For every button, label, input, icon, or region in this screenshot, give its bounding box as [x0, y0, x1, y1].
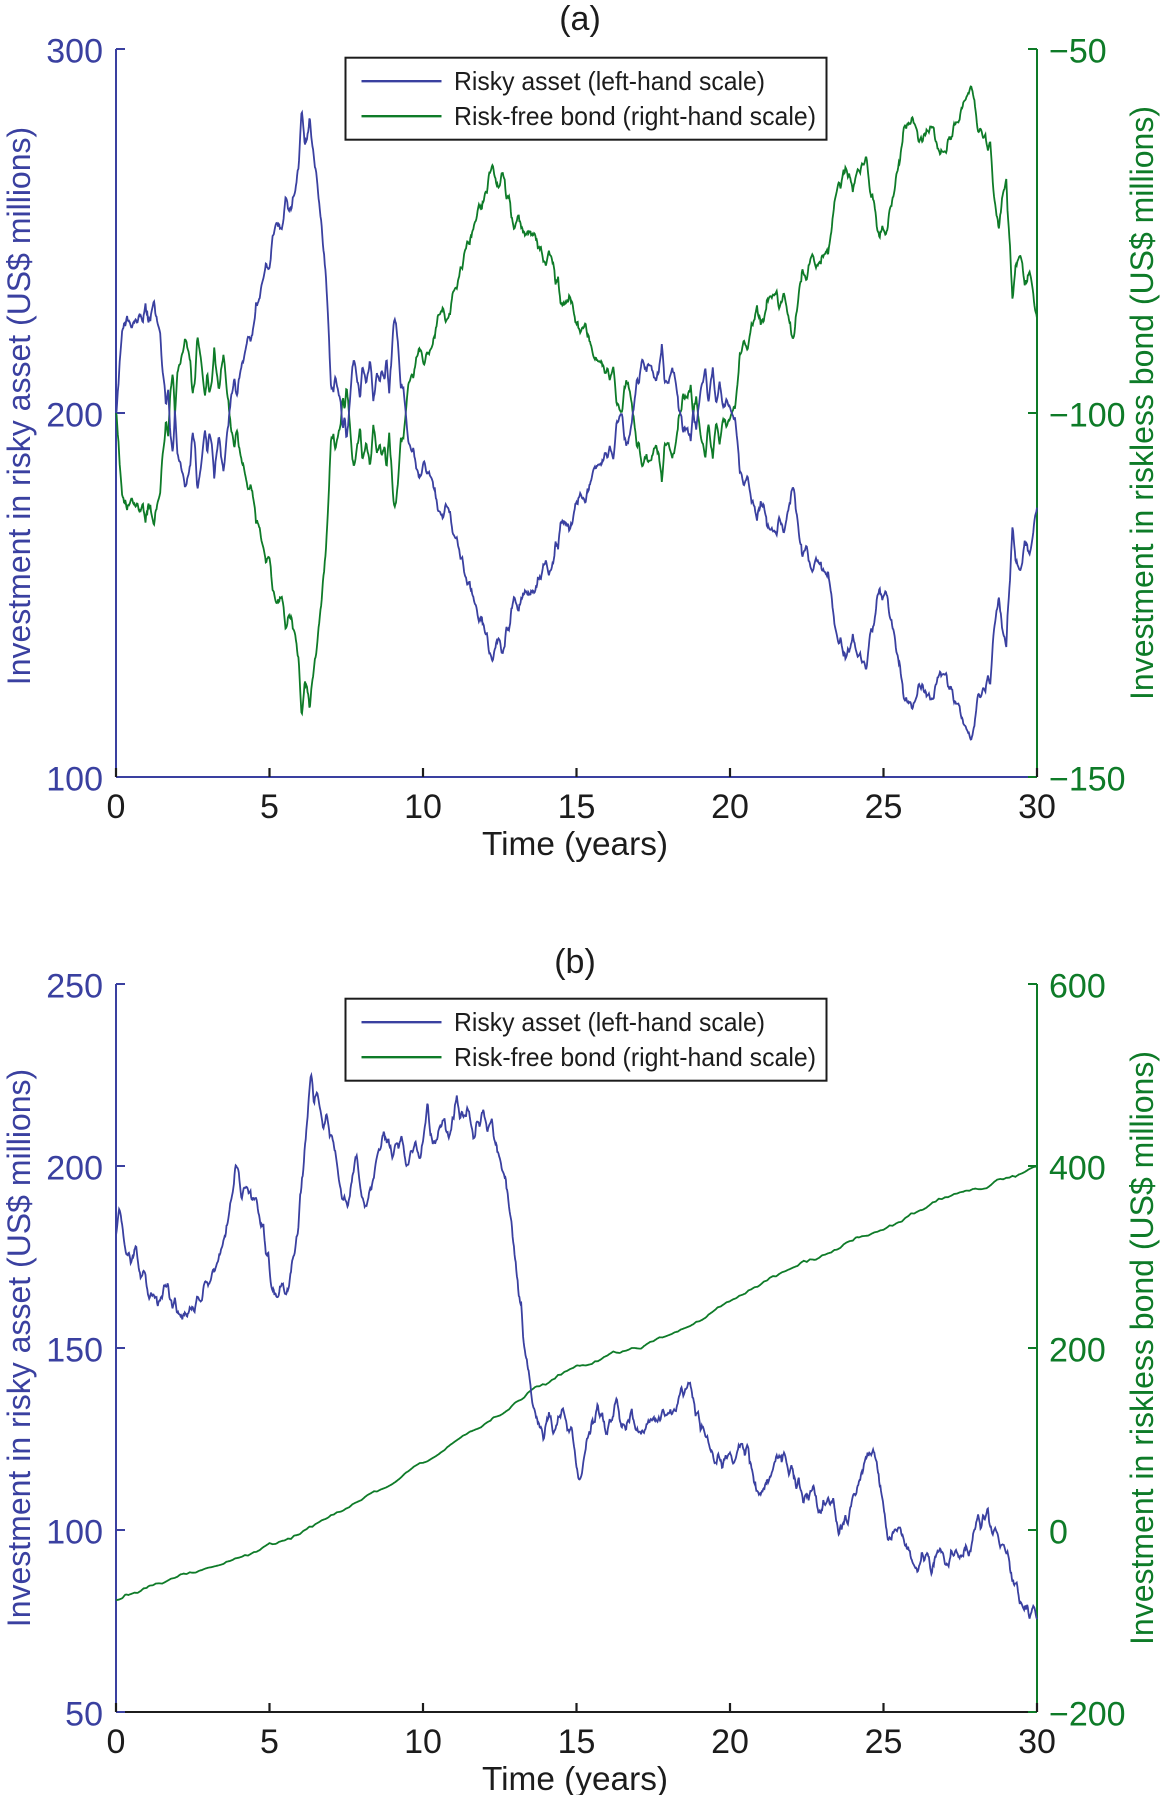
svg-text:0: 0	[107, 788, 126, 826]
svg-text:Time (years): Time (years)	[482, 1760, 668, 1795]
svg-text:25: 25	[865, 1723, 903, 1761]
svg-text:Time (years): Time (years)	[482, 825, 668, 862]
svg-text:150: 150	[46, 1332, 103, 1370]
svg-text:10: 10	[404, 788, 442, 826]
svg-text:Investment in risky asset (US$: Investment in risky asset (US$ millions)	[1, 127, 37, 685]
svg-text:200: 200	[46, 397, 103, 435]
svg-text:Risk-free bond (right-hand sca: Risk-free bond (right-hand scale)	[454, 101, 816, 131]
svg-text:250: 250	[46, 968, 103, 1006]
svg-text:100: 100	[46, 761, 103, 799]
svg-text:15: 15	[558, 788, 596, 826]
svg-text:600: 600	[1049, 968, 1106, 1006]
svg-text:5: 5	[260, 1723, 279, 1761]
svg-text:(b): (b)	[554, 943, 596, 981]
svg-text:100: 100	[46, 1514, 103, 1552]
svg-text:5: 5	[260, 788, 279, 826]
svg-text:20: 20	[711, 788, 749, 826]
svg-text:15: 15	[558, 1723, 596, 1761]
svg-text:Risky asset (left-hand scale): Risky asset (left-hand scale)	[454, 66, 765, 96]
svg-text:−150: −150	[1049, 761, 1126, 799]
svg-text:Investment in riskless bond (U: Investment in riskless bond (US$ million…	[1124, 106, 1160, 700]
svg-text:300: 300	[46, 33, 103, 71]
svg-text:−200: −200	[1049, 1696, 1126, 1734]
svg-text:−100: −100	[1049, 397, 1126, 435]
svg-text:20: 20	[711, 1723, 749, 1761]
svg-text:Risk-free bond (right-hand sca: Risk-free bond (right-hand scale)	[454, 1042, 816, 1072]
svg-text:Investment in risky asset (US$: Investment in risky asset (US$ millions)	[1, 1069, 37, 1627]
svg-text:(a): (a)	[559, 0, 601, 38]
svg-text:200: 200	[1049, 1332, 1106, 1370]
svg-text:Investment in riskless bond (U: Investment in riskless bond (US$ million…	[1124, 1051, 1160, 1645]
svg-text:400: 400	[1049, 1150, 1106, 1188]
svg-text:30: 30	[1018, 788, 1056, 826]
svg-text:10: 10	[404, 1723, 442, 1761]
svg-text:25: 25	[865, 788, 903, 826]
svg-text:Risky asset (left-hand scale): Risky asset (left-hand scale)	[454, 1007, 765, 1037]
svg-text:50: 50	[65, 1696, 103, 1734]
svg-text:0: 0	[1049, 1514, 1068, 1552]
svg-text:200: 200	[46, 1150, 103, 1188]
svg-text:−50: −50	[1049, 33, 1107, 71]
svg-text:30: 30	[1018, 1723, 1056, 1761]
svg-text:0: 0	[107, 1723, 126, 1761]
